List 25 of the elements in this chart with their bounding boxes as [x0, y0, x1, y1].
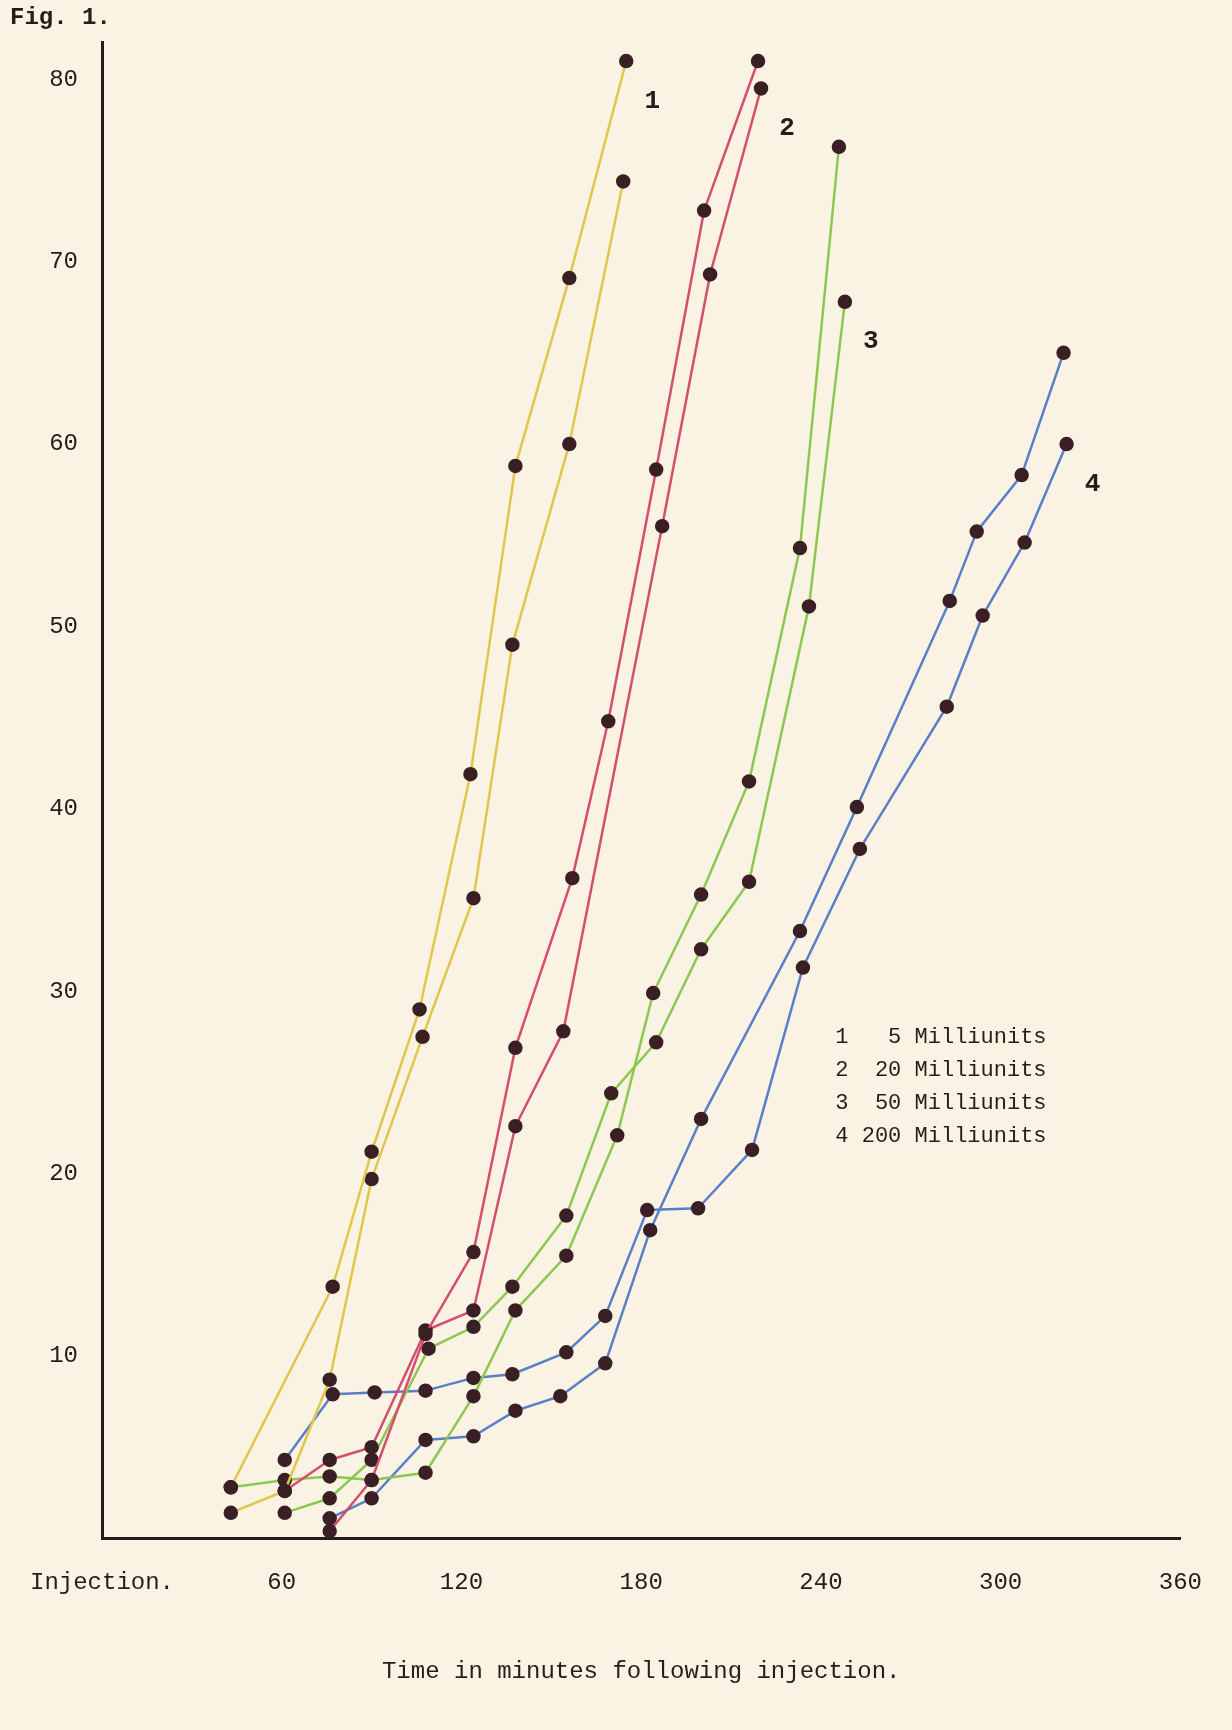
annotation: 1 — [644, 85, 661, 116]
annotation: 1 5 Milliunits — [835, 1025, 1047, 1051]
x-tick-label: 360 — [1158, 1569, 1203, 1597]
x-tick-label: Injection. — [30, 1569, 175, 1597]
annotation: 3 — [863, 326, 879, 357]
y-tick-label: 50 — [49, 612, 79, 640]
y-tick-label: 60 — [49, 430, 79, 458]
x-tick-label: 240 — [799, 1569, 843, 1597]
x-tick-label: 60 — [267, 1569, 297, 1597]
chart-title: Fig. 1. — [10, 4, 111, 32]
annotation: 4 — [1084, 468, 1101, 499]
y-tick-label: 30 — [49, 977, 79, 1005]
x-tick-label: 120 — [439, 1569, 484, 1597]
x-tick-label: 300 — [979, 1569, 1023, 1597]
y-tick-label: 20 — [49, 1159, 79, 1187]
y-tick-label: 80 — [49, 65, 79, 93]
annotation: 4 200 Milliunits — [835, 1124, 1047, 1150]
annotation: 2 20 Milliunits — [835, 1058, 1047, 1084]
y-tick-label: 10 — [49, 1342, 79, 1370]
annotation: 3 50 Milliunits — [835, 1091, 1047, 1117]
y-tick-label: 40 — [49, 795, 79, 823]
annotation: 2 — [779, 112, 795, 143]
x-tick-label: 180 — [619, 1569, 663, 1597]
y-tick-label: 70 — [49, 248, 79, 276]
x-axis-title: Time in minutes following injection. — [381, 1657, 901, 1685]
